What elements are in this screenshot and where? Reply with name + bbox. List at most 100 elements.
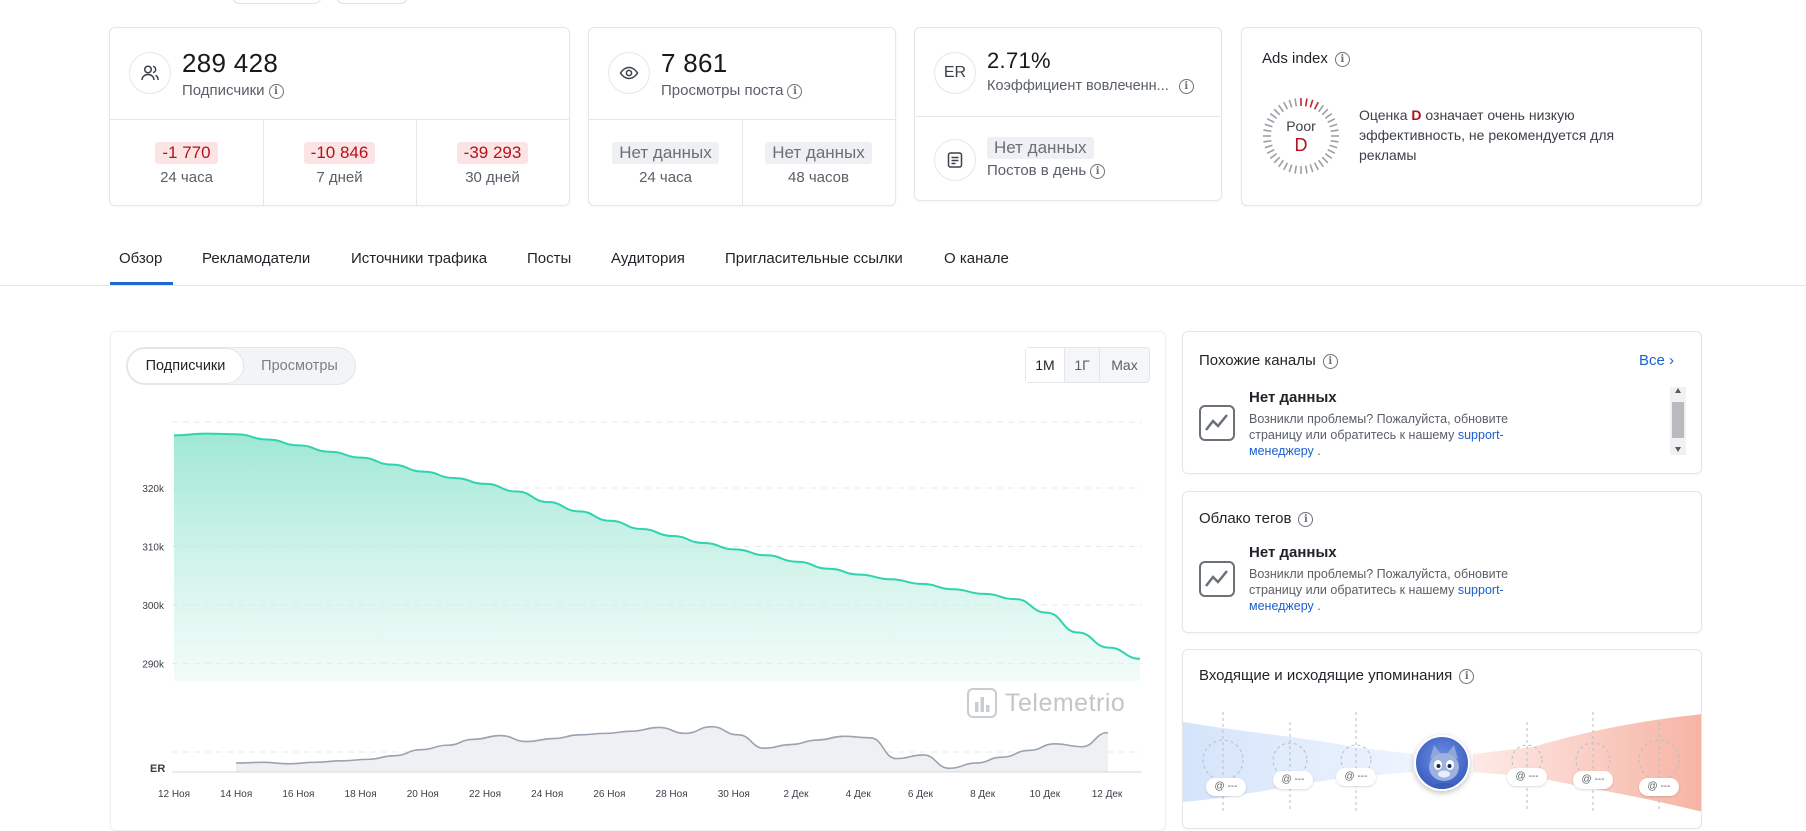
x-tick-label: 26 Ноя bbox=[593, 789, 625, 800]
tab-traffic-sources[interactable]: Источники трафика bbox=[351, 250, 488, 267]
views-48h: Нет данных 48 часов bbox=[742, 142, 895, 186]
info-icon[interactable]: i bbox=[1322, 353, 1338, 369]
info-icon[interactable]: i bbox=[268, 83, 284, 99]
support-link[interactable]: support-менеджеру bbox=[1249, 583, 1504, 613]
x-tick-label: 12 Ноя bbox=[158, 789, 190, 800]
chevron-right-icon: › bbox=[1669, 352, 1675, 369]
x-tick-label: 4 Дек bbox=[846, 789, 872, 800]
ads-gauge bbox=[1263, 98, 1339, 174]
subscribers-chart: 290k 300k 310k 320k ER 12 Ноя 14 Ноя 16 Ноя 18 Н… bbox=[142, 421, 1142, 800]
chart-placeholder-icon bbox=[1199, 405, 1235, 441]
gauge-tick bbox=[1269, 113, 1278, 120]
gauge-tick bbox=[1313, 162, 1319, 171]
gauge-tick bbox=[1321, 156, 1329, 164]
tab-overview[interactable]: Обзор bbox=[119, 250, 163, 267]
telemetrio-watermark: Telemetrio bbox=[967, 688, 1125, 718]
tab-about[interactable]: О канале bbox=[944, 250, 1009, 267]
mention-chip-2[interactable]: @ --- bbox=[1273, 771, 1313, 789]
eye-icon bbox=[608, 52, 650, 94]
top-pill-2[interactable] bbox=[336, 0, 408, 4]
x-tick-label: 30 Ноя bbox=[718, 789, 750, 800]
telemetrio-logo-icon bbox=[967, 688, 997, 718]
gauge-tick bbox=[1324, 152, 1333, 159]
gauge-tick bbox=[1294, 98, 1298, 107]
support-link[interactable]: support-менеджеру bbox=[1249, 428, 1504, 458]
info-icon[interactable]: i bbox=[1334, 51, 1350, 67]
tag-cloud-card: Облако тегов i Нет данных Возникли пробле… bbox=[1182, 491, 1702, 633]
gauge-tick bbox=[1317, 104, 1324, 113]
subscribers-label: Подписчики i bbox=[182, 82, 284, 99]
document-icon bbox=[934, 139, 976, 181]
tags-title: Облако тегов i bbox=[1199, 510, 1314, 527]
chart-placeholder-icon bbox=[1199, 561, 1235, 597]
x-tick-label: 8 Дек bbox=[970, 789, 996, 800]
gauge-word: Poor bbox=[1286, 118, 1316, 134]
similar-title: Похожие каналы i bbox=[1199, 352, 1338, 369]
tab-audience[interactable]: Аудитория bbox=[611, 250, 685, 267]
gauge-tick bbox=[1263, 129, 1272, 133]
tab-invite-links[interactable]: Пригласительные ссылки bbox=[725, 250, 903, 267]
posts-per-day-label: Постов в день i bbox=[987, 162, 1106, 179]
scrollbar-thumb[interactable] bbox=[1672, 402, 1684, 438]
views-24h: Нет данных 24 часа bbox=[589, 142, 742, 186]
users-icon bbox=[129, 52, 171, 94]
x-tick-label: 10 Дек bbox=[1029, 789, 1060, 800]
toggle-views[interactable]: Просмотры bbox=[261, 358, 338, 374]
ads-index-title: Ads index i bbox=[1262, 50, 1350, 67]
info-icon[interactable]: i bbox=[1459, 668, 1475, 684]
y-tick-label: 320k bbox=[142, 484, 165, 495]
gauge-tick bbox=[1266, 118, 1275, 124]
scrollbar[interactable] bbox=[1670, 387, 1686, 455]
mentions-card: Входящие и исходящие упоминания i @ --- @… bbox=[1182, 649, 1702, 829]
similar-all-link[interactable]: Все › bbox=[1639, 352, 1675, 369]
x-tick-label: 12 Дек bbox=[1092, 789, 1123, 800]
tab-posts[interactable]: Посты bbox=[527, 250, 572, 267]
gauge-tick bbox=[1288, 164, 1293, 173]
er-line bbox=[235, 725, 1109, 770]
gauge-tick bbox=[1313, 101, 1319, 110]
gauge-tick bbox=[1283, 101, 1289, 110]
gauge-tick bbox=[1309, 99, 1314, 108]
info-icon[interactable]: i bbox=[1090, 163, 1106, 179]
info-icon[interactable]: i bbox=[787, 83, 803, 99]
ads-description: Оценка D означает очень низкую эффективн… bbox=[1359, 107, 1615, 163]
gauge-tick bbox=[1327, 118, 1336, 124]
er-value: 2.71% bbox=[987, 48, 1051, 73]
top-pill-1[interactable] bbox=[232, 0, 322, 4]
mention-chip-6[interactable]: @ --- bbox=[1639, 778, 1679, 796]
mention-chip-1[interactable]: @ --- bbox=[1206, 778, 1246, 796]
no-data-title: Нет данных bbox=[1249, 389, 1337, 406]
no-data-text: Возникли проблемы? Пожалуйста, обновите … bbox=[1249, 412, 1509, 458]
range-max[interactable]: Max bbox=[1111, 357, 1138, 373]
range-1y[interactable]: 1Г bbox=[1065, 348, 1100, 382]
gauge-tick bbox=[1327, 148, 1336, 154]
mention-chip-4[interactable]: @ --- bbox=[1507, 768, 1547, 786]
change-7d: -10 846 7 дней bbox=[263, 142, 416, 186]
no-data-title: Нет данных bbox=[1249, 544, 1337, 561]
x-tick-label: 24 Ноя bbox=[531, 789, 563, 800]
tab-advertisers[interactable]: Рекламодатели bbox=[202, 250, 311, 267]
info-icon[interactable]: i bbox=[1178, 78, 1194, 94]
gauge-tick bbox=[1317, 159, 1324, 168]
gauge-tick bbox=[1329, 144, 1338, 149]
channel-avatar[interactable] bbox=[1414, 735, 1470, 791]
views-label: Просмотры поста i bbox=[661, 82, 803, 99]
change-24h: -1 770 24 часа bbox=[110, 142, 263, 186]
er-label: Коэффициент вовлеченн... i bbox=[987, 78, 1194, 94]
gauge-tick bbox=[1329, 123, 1338, 128]
x-tick-label: 2 Дек bbox=[783, 789, 809, 800]
er-icon: ER bbox=[934, 52, 976, 94]
change-30d: -39 293 30 дней bbox=[416, 142, 569, 186]
mention-chip-3[interactable]: @ --- bbox=[1336, 768, 1376, 786]
mention-chip-5[interactable]: @ --- bbox=[1573, 771, 1613, 789]
gauge-tick bbox=[1283, 162, 1289, 171]
ads-index-card: Ads index i Poor D Оценка D означает очен… bbox=[1241, 27, 1702, 206]
toggle-subscribers[interactable]: Подписчики bbox=[127, 348, 244, 384]
range-1m[interactable]: 1М bbox=[1026, 348, 1065, 382]
x-tick-label: 18 Ноя bbox=[345, 789, 377, 800]
er-card: ER 2.71% Коэффициент вовлеченн... i Нет д… bbox=[914, 27, 1222, 201]
x-tick-label: 28 Ноя bbox=[656, 789, 688, 800]
gauge-tick bbox=[1304, 98, 1308, 107]
info-icon[interactable]: i bbox=[1298, 511, 1314, 527]
gauge-grade: D bbox=[1294, 135, 1308, 155]
